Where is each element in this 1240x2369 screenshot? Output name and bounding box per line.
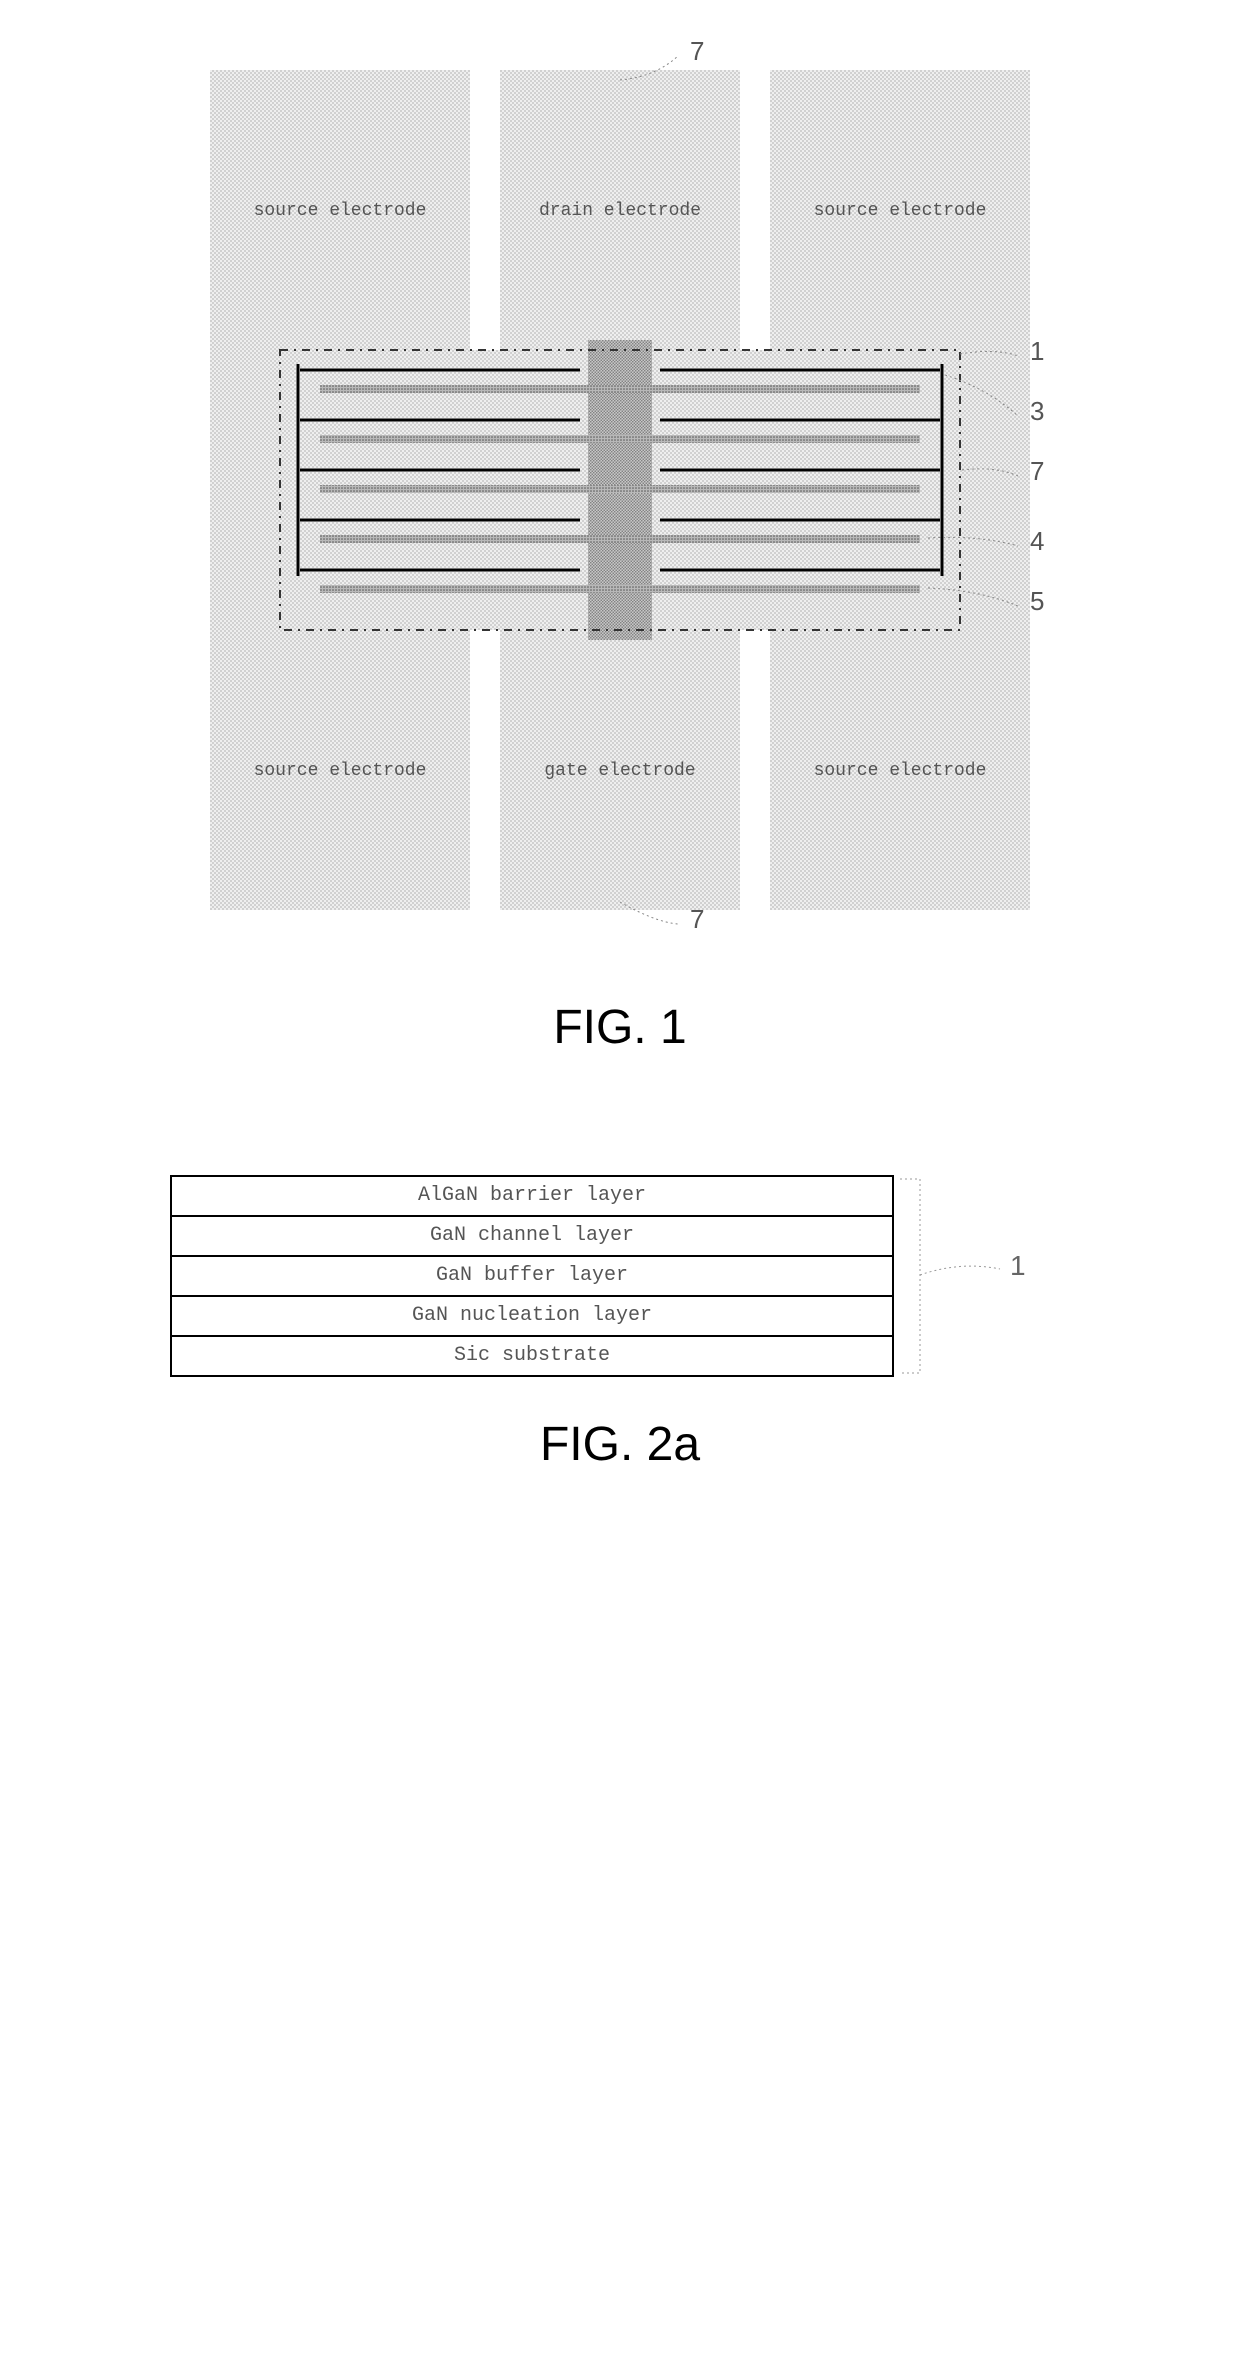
svg-text:source electrode: source electrode — [814, 761, 987, 781]
svg-text:7: 7 — [1030, 456, 1044, 486]
svg-text:1: 1 — [1010, 1250, 1026, 1281]
svg-text:drain electrode: drain electrode — [539, 201, 701, 221]
svg-text:gate electrode: gate electrode — [544, 761, 695, 781]
svg-text:source electrode: source electrode — [814, 201, 987, 221]
layer-row: AlGaN barrier layer — [172, 1177, 892, 1217]
layer-stack: AlGaN barrier layerGaN channel layerGaN … — [170, 1175, 894, 1377]
layer-row: GaN channel layer — [172, 1217, 892, 1257]
fig2a-container: AlGaN barrier layerGaN channel layerGaN … — [170, 1175, 1070, 1377]
svg-text:3: 3 — [1030, 396, 1044, 426]
svg-text:4: 4 — [1030, 526, 1044, 556]
svg-text:source electrode: source electrode — [254, 761, 427, 781]
layer-row: GaN buffer layer — [172, 1257, 892, 1297]
svg-text:source electrode: source electrode — [254, 201, 427, 221]
fig2a-bracket: 1 — [890, 1175, 1070, 1395]
svg-text:7: 7 — [690, 40, 704, 66]
fig2a-caption: FIG. 2a — [40, 1417, 1200, 1472]
svg-text:7: 7 — [690, 904, 704, 934]
layer-row: GaN nucleation layer — [172, 1297, 892, 1337]
fig1-caption: FIG. 1 — [40, 1000, 1200, 1055]
layer-row: Sic substrate — [172, 1337, 892, 1377]
svg-text:1: 1 — [1030, 336, 1044, 366]
svg-text:5: 5 — [1030, 586, 1044, 616]
fig1-container: source electrode source electrode drain el… — [170, 40, 1070, 940]
fig1-svg: source electrode source electrode drain el… — [170, 40, 1070, 940]
